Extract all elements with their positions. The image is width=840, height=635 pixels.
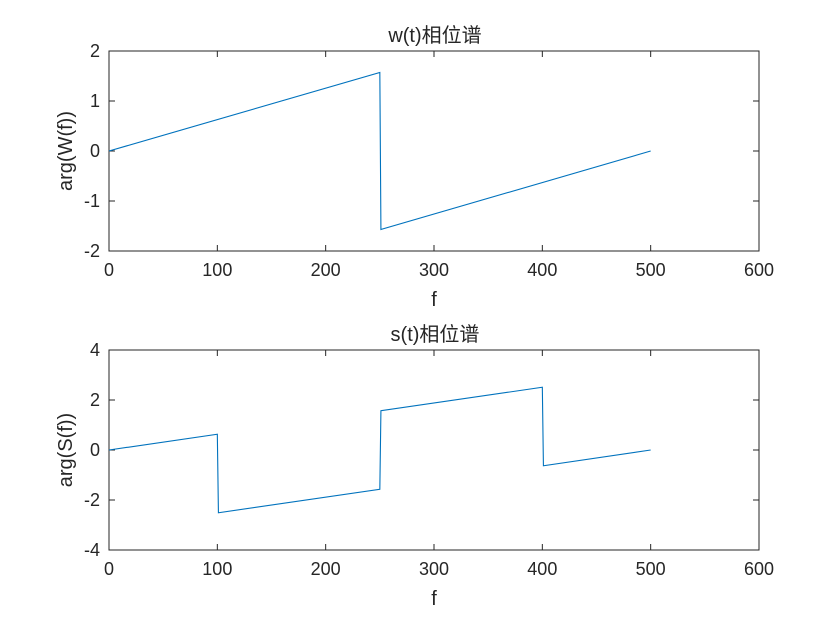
y-tick-label: 2: [90, 390, 100, 410]
series-line: [108, 386, 651, 514]
y-ticks: -4 -2 0 2 4: [84, 340, 759, 560]
axes-frame: [108, 349, 760, 551]
x-ticks: 0 100 200 300 400 500 600: [104, 350, 774, 579]
y-tick-label: -1: [84, 191, 100, 211]
x-tick-label: 600: [744, 559, 774, 579]
x-ticks: 0 100 200 300 400 500 600: [104, 51, 774, 280]
x-tick-label: 300: [419, 260, 449, 280]
y-tick-label: 0: [90, 141, 100, 161]
x-tick-label: 400: [527, 260, 557, 280]
y-tick-label: 2: [90, 41, 100, 61]
y-tick-label: 0: [90, 440, 100, 460]
y-axis-label: arg(W(f)): [55, 111, 77, 191]
y-axis-label: arg(S(f)): [55, 413, 77, 487]
plot-w-phase: w(t)相位谱 0 100 200 300 400 500 600 -2 -1 0 1 2 f ar…: [55, 24, 774, 311]
x-tick-label: 200: [311, 559, 341, 579]
y-tick-label: -2: [84, 241, 100, 261]
plot-title: s(t)相位谱: [391, 323, 480, 346]
y-tick-label: -4: [84, 540, 100, 560]
axes-frame: [108, 50, 760, 252]
series-line: [108, 71, 651, 231]
y-tick-label: 4: [90, 340, 100, 360]
y-ticks: -2 -1 0 1 2: [84, 41, 759, 261]
plot-s-phase: s(t)相位谱 0 100 200 300 400 500 600 -4 -2 0 2 4 f ar…: [55, 323, 774, 610]
y-tick-label: 1: [90, 91, 100, 111]
x-axis-label: f: [431, 289, 437, 311]
x-tick-label: 0: [104, 260, 114, 280]
x-tick-label: 500: [636, 260, 666, 280]
x-axis-label: f: [431, 588, 437, 610]
plot-title: w(t)相位谱: [387, 24, 481, 47]
x-tick-label: 300: [419, 559, 449, 579]
x-tick-label: 400: [527, 559, 557, 579]
x-tick-label: 0: [104, 559, 114, 579]
x-tick-label: 500: [636, 559, 666, 579]
x-tick-label: 100: [202, 559, 232, 579]
x-tick-label: 200: [311, 260, 341, 280]
x-tick-label: 600: [744, 260, 774, 280]
y-tick-label: -2: [84, 490, 100, 510]
x-tick-label: 100: [202, 260, 232, 280]
